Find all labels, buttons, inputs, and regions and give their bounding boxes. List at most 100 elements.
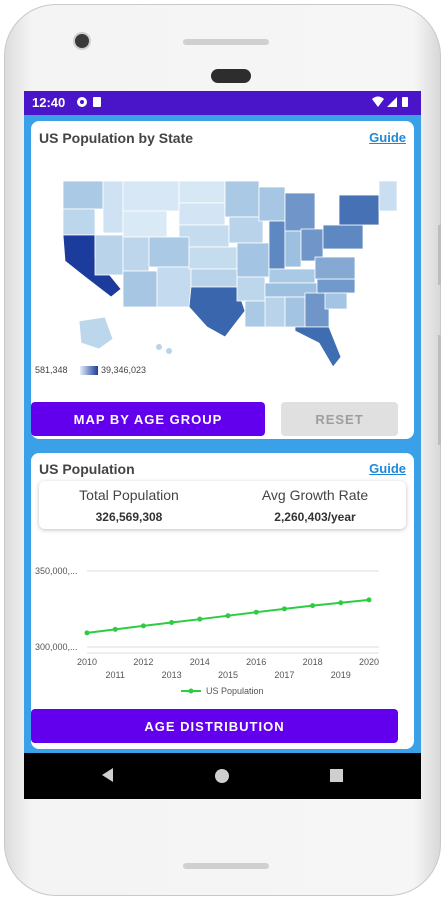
map-state-indiana: [284, 230, 302, 268]
population-line-chart[interactable]: 350,000,... 300,000,... 2010 2011 2012 2013 20…: [31, 553, 414, 703]
status-bar: 12:40: [24, 91, 421, 115]
status-time: 12:40: [32, 95, 66, 110]
chart-data-point: [169, 620, 175, 626]
signal-icon: [387, 97, 397, 107]
avg-growth-rate-value: 2,260,403/year: [274, 510, 356, 524]
population-stats-box: Total Population 326,569,308 Avg Growth …: [39, 481, 406, 529]
map-state-arizona: [122, 270, 158, 308]
chart-x-tick-label: 2019: [331, 670, 351, 680]
age-distribution-button[interactable]: AGE DISTRIBUTION: [31, 709, 398, 743]
map-state-maine: [378, 180, 398, 212]
chart-legend-marker: [188, 688, 194, 694]
map-legend-gradient: [80, 366, 98, 375]
map-state-colorado: [148, 236, 190, 268]
map-state-mississippi: [264, 296, 286, 328]
map-state-kansas: [188, 246, 238, 270]
map-card: US Population by State Guide: [31, 121, 414, 439]
map-state-north-dakota: [178, 180, 226, 204]
wifi-icon: [372, 96, 384, 107]
chart-x-tick-label: 2018: [303, 657, 323, 667]
chart-data-point: [310, 603, 316, 609]
map-state-washington: [62, 180, 104, 210]
chart-x-tick-label: 2015: [218, 670, 238, 680]
map-legend-min: 581,348: [35, 365, 68, 375]
map-state-minnesota: [224, 180, 260, 218]
chart-y-tick-label: 350,000,...: [35, 566, 78, 576]
chart-x-tick-label: 2017: [274, 670, 294, 680]
volume-rocker: [438, 335, 441, 445]
map-state-oklahoma: [190, 268, 238, 288]
map-state-utah: [122, 236, 150, 272]
map-state-hawaii: [156, 344, 162, 350]
chart-data-point: [366, 597, 372, 603]
phone-frame: 12:40 US Population by State Guide: [4, 4, 441, 896]
map-state-north-carolina: [316, 278, 356, 294]
map-state-wisconsin: [258, 186, 286, 222]
map-state-alabama: [284, 296, 306, 328]
bottom-speaker-grille: [183, 863, 269, 869]
avg-growth-rate-label: Avg Growth Rate: [261, 487, 369, 503]
total-population-value: 326,569,308: [95, 510, 163, 524]
battery-icon: [402, 97, 408, 107]
chart-x-tick-label: 2014: [190, 657, 210, 667]
chart-x-tick-label: 2020: [359, 657, 379, 667]
map-state-south-dakota: [178, 202, 226, 226]
chart-legend-label: US Population: [206, 686, 264, 696]
status-left-icons: [76, 95, 106, 112]
map-state-new-york: [338, 194, 380, 226]
home-icon[interactable]: [215, 769, 229, 783]
map-state-south-carolina: [324, 292, 348, 310]
population-card: US Population Guide Total Population 326…: [31, 453, 414, 749]
map-state-montana: [122, 180, 180, 212]
total-population-label: Total Population: [79, 487, 179, 503]
map-state-alaska: [78, 316, 114, 350]
map-state-new-mexico: [156, 266, 192, 308]
chart-data-point: [140, 623, 146, 629]
chart-y-tick-label: 300,000,...: [35, 642, 78, 652]
android-nav-bar: [24, 753, 421, 799]
chart-data-point: [253, 609, 259, 615]
chart-x-tick-label: 2010: [77, 657, 97, 667]
map-state-missouri: [236, 242, 270, 278]
map-state-nevada: [94, 234, 124, 276]
map-state-ohio: [300, 228, 324, 262]
map-state-michigan: [284, 192, 316, 232]
front-camera: [73, 32, 91, 50]
map-state-arkansas: [236, 276, 266, 302]
chart-data-point: [197, 616, 203, 622]
chart-x-tick-label: 2012: [133, 657, 153, 667]
map-state-pennsylvania: [322, 224, 364, 250]
map-by-age-group-button[interactable]: MAP BY AGE GROUP: [31, 402, 265, 436]
sim-card-icon: [93, 97, 101, 107]
chart-x-tick-label: 2016: [246, 657, 266, 667]
map-state-oregon: [62, 208, 96, 236]
reset-button[interactable]: RESET: [281, 402, 398, 436]
map-state-illinois: [268, 220, 286, 270]
chart-x-tick-label: 2013: [162, 670, 182, 680]
power-button: [438, 225, 441, 285]
chart-data-point: [338, 600, 344, 606]
chart-data-point: [84, 630, 90, 636]
map-guide-link[interactable]: Guide: [369, 130, 406, 145]
map-state-wyoming: [122, 210, 168, 238]
map-state-kentucky: [268, 268, 316, 284]
us-choropleth-map[interactable]: [39, 171, 399, 371]
back-icon[interactable]: [102, 768, 113, 782]
device-screen: 12:40 US Population by State Guide: [24, 91, 421, 799]
map-state-virginia: [314, 256, 356, 280]
status-right-icons: [371, 95, 413, 112]
recent-apps-icon[interactable]: [330, 769, 343, 782]
population-guide-link[interactable]: Guide: [369, 461, 406, 476]
population-card-title: US Population: [39, 461, 135, 477]
chart-data-point: [112, 626, 118, 632]
sync-icon: [77, 97, 101, 107]
chart-x-tick-label: 2011: [106, 670, 125, 680]
chart-data-point: [281, 606, 287, 612]
map-card-title: US Population by State: [39, 130, 194, 146]
top-speaker-grille: [183, 39, 269, 45]
map-state-iowa: [228, 216, 264, 244]
map-state-florida: [294, 326, 342, 368]
map-state-idaho: [102, 180, 124, 234]
earpiece: [211, 69, 251, 83]
map-legend-max: 39,346,023: [101, 365, 147, 375]
